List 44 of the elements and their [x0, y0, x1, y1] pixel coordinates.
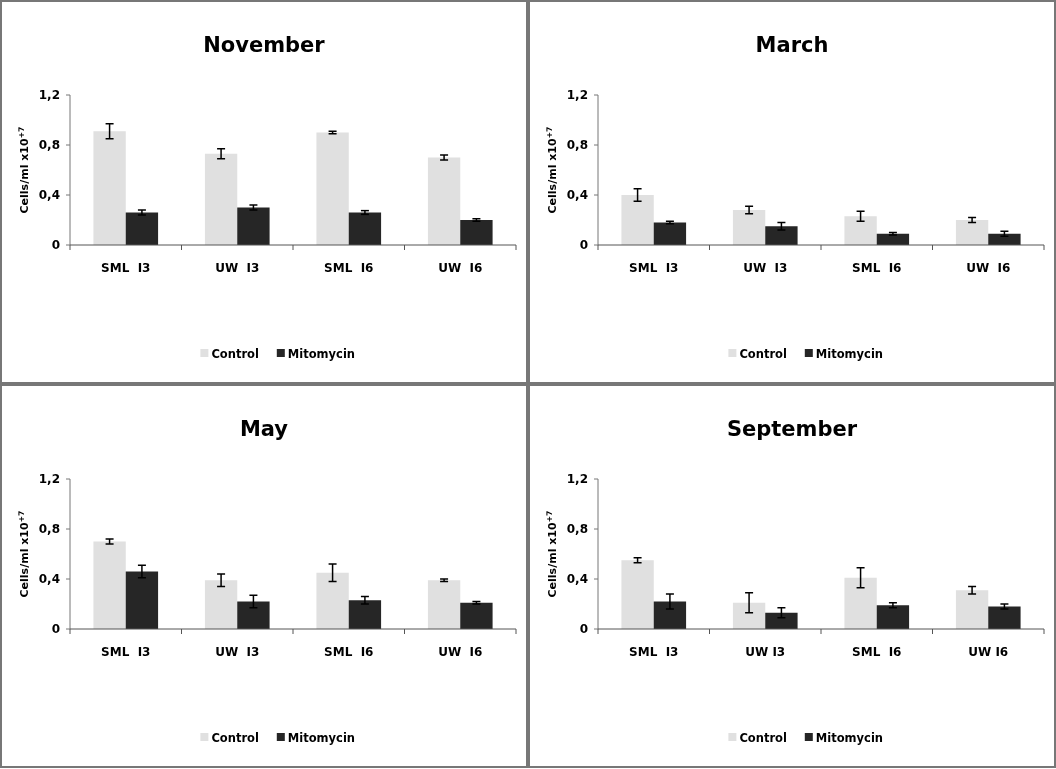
- legend-label: Control: [211, 347, 259, 362]
- x-tick-label: SML I3: [101, 645, 151, 659]
- x-tick-label: UW I6: [968, 645, 1009, 659]
- chart-title: May: [239, 417, 289, 441]
- legend-label: Mitomycin: [287, 347, 356, 362]
- y-tick-label: 0: [51, 238, 60, 253]
- x-tick-label: SML I6: [852, 261, 902, 275]
- y-tick-label: 0,8: [38, 522, 60, 537]
- x-tick-label: UW I6: [966, 261, 1011, 275]
- y-tick-label: 0,8: [566, 522, 588, 537]
- y-tick-label: 0,4: [566, 188, 588, 203]
- legend-label: Control: [739, 347, 787, 362]
- chart-title: November: [203, 33, 326, 57]
- x-tick-label: UW I3: [743, 261, 788, 275]
- y-tick-label: 1,2: [38, 472, 60, 487]
- y-tick-label: 0: [51, 622, 60, 637]
- x-tick-label: UW I3: [215, 261, 260, 275]
- x-tick-label: SML I3: [629, 261, 679, 275]
- y-tick-label: 0,8: [38, 138, 60, 153]
- y-tick-label: 0: [579, 622, 588, 637]
- x-tick-label: SML I6: [852, 645, 902, 659]
- y-tick-label: 0,4: [38, 188, 60, 203]
- legend-label: Mitomycin: [815, 731, 884, 746]
- x-tick-label: SML I3: [101, 261, 151, 275]
- chart-title: September: [726, 417, 858, 441]
- legend-label: Control: [739, 731, 787, 746]
- y-tick-label: 0: [579, 238, 588, 253]
- x-tick-label: SML I6: [324, 645, 374, 659]
- x-tick-label: UW I3: [745, 645, 786, 659]
- x-tick-label: UW I6: [438, 645, 483, 659]
- legend-label: Mitomycin: [287, 731, 356, 746]
- x-tick-label: SML I3: [629, 645, 679, 659]
- x-tick-label: UW I3: [215, 645, 260, 659]
- y-tick-label: 1,2: [38, 88, 60, 103]
- x-tick-label: UW I6: [438, 261, 483, 275]
- y-tick-label: 1,2: [566, 472, 588, 487]
- legend-label: Mitomycin: [815, 347, 884, 362]
- chart-title: March: [755, 33, 829, 57]
- y-tick-label: 0,8: [566, 138, 588, 153]
- y-tick-label: 0,4: [566, 572, 588, 587]
- y-tick-label: 0,4: [38, 572, 60, 587]
- legend-label: Control: [211, 731, 259, 746]
- x-tick-label: SML I6: [324, 261, 374, 275]
- y-tick-label: 1,2: [566, 88, 588, 103]
